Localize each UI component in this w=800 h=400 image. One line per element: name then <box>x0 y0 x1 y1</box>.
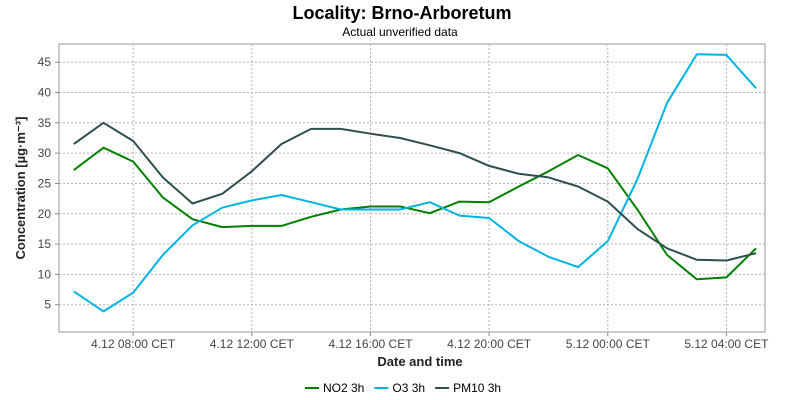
plot-area <box>58 43 766 333</box>
y-tick-label: 5 <box>44 298 51 312</box>
y-tick-label: 10 <box>38 267 52 281</box>
x-axis-ticks: 4.12 08:00 CET 4.12 12:00 CET 4.12 16:00 C… <box>91 332 769 351</box>
y-tick-label: 25 <box>38 177 52 191</box>
x-tick-label: 5.12 00:00 CET <box>566 337 651 351</box>
y-axis-ticks: 5 10 15 20 25 30 35 40 45 <box>38 55 59 312</box>
legend: NO2 3h O3 3h PM10 3h <box>305 381 501 395</box>
plot-background <box>58 43 766 333</box>
x-tick-label: 4.12 20:00 CET <box>447 337 532 351</box>
y-tick-label: 15 <box>38 237 52 251</box>
y-tick-label: 30 <box>38 146 52 160</box>
legend-label-pm10-3h: PM10 3h <box>453 381 501 395</box>
y-tick-label: 45 <box>38 55 52 69</box>
x-tick-label: 4.12 12:00 CET <box>210 337 295 351</box>
x-tick-label: 4.12 16:00 CET <box>328 337 413 351</box>
chart-title: Locality: Brno-Arboretum <box>292 3 511 23</box>
legend-label-no2-3h: NO2 3h <box>323 381 364 395</box>
chart-subtitle: Actual unverified data <box>342 25 458 39</box>
series-line-pm10-3h <box>73 121 757 262</box>
series-line-o3-3h <box>73 53 757 313</box>
x-tick-label: 5.12 04:00 CET <box>684 337 769 351</box>
x-tick-label: 4.12 08:00 CET <box>91 337 176 351</box>
y-tick-label: 20 <box>38 207 52 221</box>
series-line-no2-3h <box>73 146 757 281</box>
y-axis-label: Concentration [µg·m⁻³] <box>13 117 28 260</box>
series-lines <box>73 53 757 313</box>
y-tick-label: 35 <box>38 116 52 130</box>
legend-label-o3-3h: O3 3h <box>392 381 425 395</box>
x-axis-label: Date and time <box>377 354 462 369</box>
y-gridlines <box>59 61 765 306</box>
y-tick-label: 40 <box>38 86 52 100</box>
